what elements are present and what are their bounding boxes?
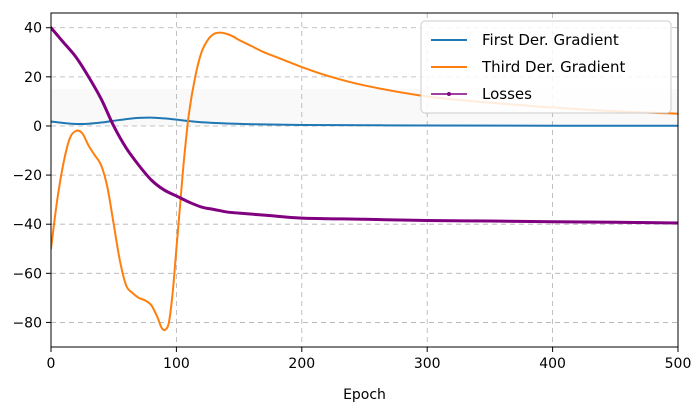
series-lines — [51, 26, 678, 332]
legend-label-1: Third Der. Gradient — [481, 58, 626, 76]
x-tick-label: 100 — [163, 356, 190, 372]
series-line-0 — [51, 116, 678, 127]
x-tick-label: 300 — [414, 356, 441, 372]
y-tick-label: −80 — [12, 315, 42, 331]
series-line-1 — [51, 31, 678, 332]
x-axis-label: Epoch — [343, 387, 386, 403]
plot-frame — [50, 12, 679, 348]
legend-box — [420, 20, 672, 114]
y-tick-label: −40 — [12, 217, 42, 233]
x-tick-label: 200 — [288, 356, 315, 372]
y-tick-label: 0 — [33, 119, 42, 135]
legend-marker-2 — [447, 92, 451, 96]
y-tick-label: −20 — [12, 168, 42, 184]
legend-label-0: First Der. Gradient — [482, 31, 619, 49]
legend-label-2: Losses — [482, 85, 532, 103]
x-tick-label: 500 — [665, 356, 692, 372]
x-tick-label: 0 — [47, 356, 56, 372]
x-tick-label: 400 — [539, 356, 566, 372]
y-tick-label: −60 — [12, 266, 42, 282]
y-tick-label: 40 — [24, 21, 42, 37]
y-tick-label: 20 — [24, 70, 42, 86]
legend: First Der. Gradient Third Der. Gradient Lo… — [420, 20, 672, 114]
series-line-2 — [51, 26, 678, 225]
